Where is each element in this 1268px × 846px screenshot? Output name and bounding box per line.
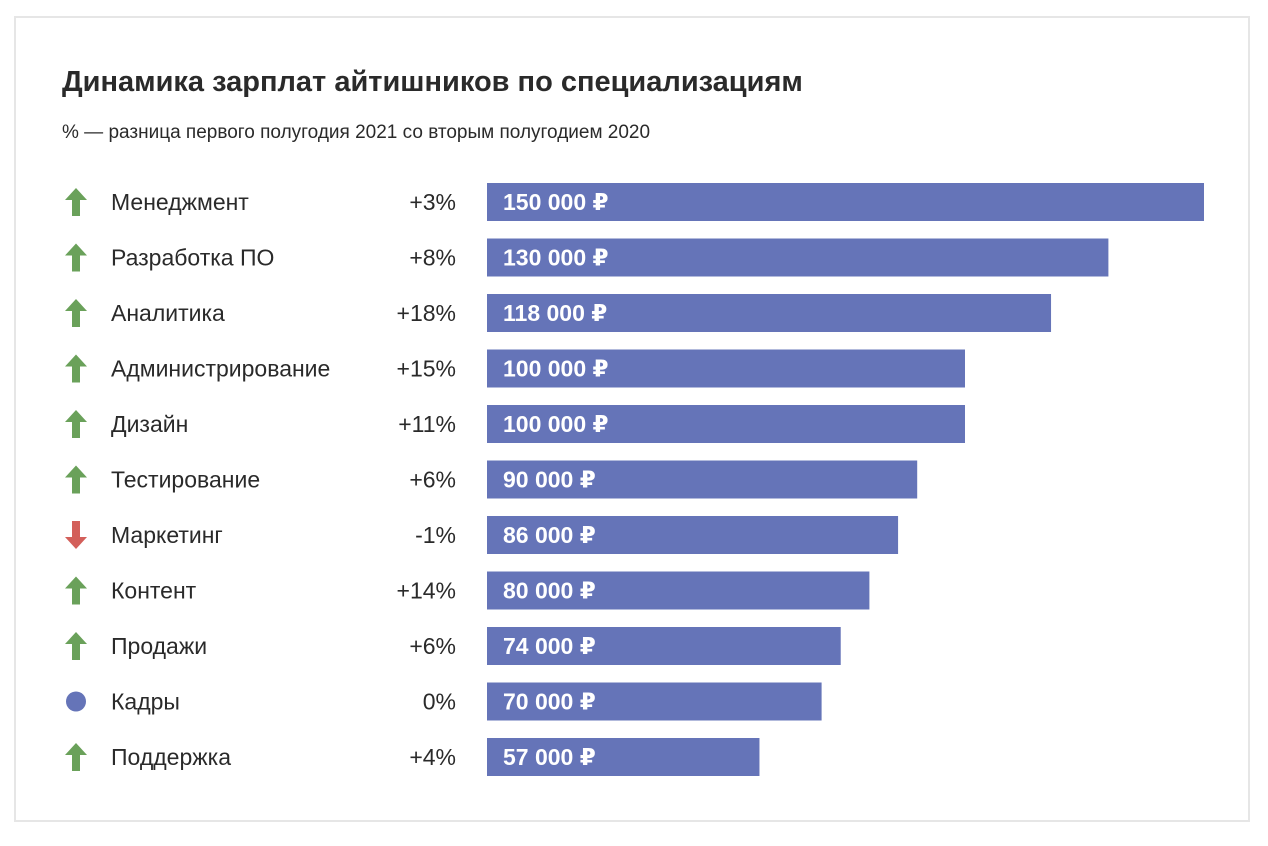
arrow-up-icon: [65, 354, 87, 383]
chart-title: Динамика зарплат айтишников по специализ…: [62, 66, 803, 98]
change-label: +4%: [409, 744, 456, 770]
bar-value-label: 86 000 ₽: [503, 522, 596, 548]
change-label: +8%: [409, 245, 456, 271]
arrow-up-icon: [65, 743, 87, 771]
category-label: Продажи: [111, 633, 207, 659]
chart-row: Поддержка +4% 57 000 ₽: [65, 738, 760, 776]
bar-value-label: 118 000 ₽: [503, 300, 607, 326]
arrow-up-icon: [65, 465, 87, 494]
bar: [487, 738, 760, 776]
chart-row: Продажи +6% 74 000 ₽: [65, 627, 841, 665]
arrow-up-icon: [65, 188, 87, 216]
change-label: +18%: [397, 300, 456, 326]
bar: [487, 349, 965, 388]
category-label: Маркетинг: [111, 522, 223, 548]
arrow-up-icon: [65, 410, 87, 438]
bar: [487, 460, 918, 499]
arrow-down-icon: [65, 521, 87, 549]
bar: [487, 183, 1204, 221]
change-label: +6%: [409, 633, 456, 659]
change-label: 0%: [423, 689, 456, 715]
chart-row: Аналитика +18% 118 000 ₽: [65, 294, 1052, 332]
category-label: Аналитика: [111, 300, 225, 326]
arrow-up-icon: [65, 299, 87, 327]
category-label: Кадры: [111, 689, 180, 715]
arrow-up-icon: [65, 632, 87, 660]
bar-value-label: 130 000 ₽: [503, 245, 609, 271]
bar: [487, 571, 870, 610]
category-label: Тестирование: [111, 467, 260, 493]
category-label: Менеджмент: [111, 189, 249, 215]
bar: [487, 405, 965, 443]
chart-subtitle: % — разница первого полугодия 2021 со вт…: [62, 122, 651, 143]
bar: [487, 294, 1052, 332]
chart-row: Маркетинг -1% 86 000 ₽: [65, 516, 899, 554]
arrow-up-icon: [65, 576, 87, 605]
bar-value-label: 100 000 ₽: [503, 411, 609, 437]
bar: [487, 627, 841, 665]
bar-value-label: 74 000 ₽: [503, 633, 596, 659]
category-label: Администрирование: [111, 356, 330, 382]
chart-row: Тестирование +6% 90 000 ₽: [65, 460, 918, 499]
chart-row: Разработка ПО +8% 130 000 ₽: [65, 238, 1109, 277]
bar-value-label: 90 000 ₽: [503, 467, 596, 493]
category-label: Дизайн: [111, 411, 188, 437]
chart-row: Менеджмент +3% 150 000 ₽: [65, 183, 1204, 221]
category-label: Контент: [111, 578, 197, 604]
bar: [487, 682, 822, 721]
change-label: +15%: [397, 356, 456, 382]
change-label: +11%: [398, 411, 456, 437]
category-label: Поддержка: [111, 744, 231, 770]
chart-row: Кадры 0% 70 000 ₽: [66, 682, 822, 721]
bar: [487, 516, 899, 554]
change-label: +14%: [397, 578, 456, 604]
change-label: -1%: [415, 522, 456, 548]
dot-icon: [66, 691, 86, 712]
bar-value-label: 80 000 ₽: [503, 578, 596, 604]
bar-value-label: 150 000 ₽: [503, 189, 609, 215]
chart-row: Дизайн +11% 100 000 ₽: [65, 405, 965, 443]
bar-value-label: 57 000 ₽: [503, 744, 596, 770]
category-label: Разработка ПО: [111, 245, 274, 271]
bar-value-label: 70 000 ₽: [503, 689, 596, 715]
chart-row: Администрирование +15% 100 000 ₽: [65, 349, 965, 388]
bar: [487, 238, 1109, 277]
bar-value-label: 100 000 ₽: [503, 356, 609, 382]
arrow-up-icon: [65, 243, 87, 272]
change-label: +6%: [409, 467, 456, 493]
change-label: +3%: [409, 189, 456, 215]
chart-row: Контент +14% 80 000 ₽: [65, 571, 870, 610]
